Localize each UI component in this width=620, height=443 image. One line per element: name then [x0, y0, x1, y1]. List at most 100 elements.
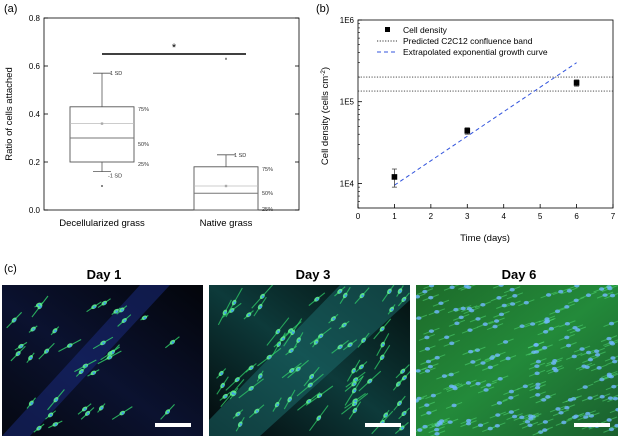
- nucleus: [444, 335, 450, 340]
- nucleus: [339, 290, 342, 293]
- nucleus: [69, 344, 72, 348]
- nucleus: [524, 419, 531, 424]
- nucleus: [551, 366, 558, 371]
- nucleus: [542, 345, 548, 350]
- nucleus: [561, 420, 567, 425]
- scale-bar-day3: [365, 423, 401, 427]
- nucleus: [381, 356, 384, 359]
- nucleus: [498, 285, 504, 287]
- nucleus: [171, 341, 175, 344]
- nucleus: [533, 350, 540, 354]
- nucleus: [558, 410, 564, 415]
- nucleus: [424, 335, 430, 340]
- nucleus: [482, 322, 488, 327]
- nucleus: [448, 384, 455, 389]
- nucleus: [332, 317, 336, 321]
- x-tick-label: 5: [538, 212, 543, 221]
- category-label-native: Native grass: [200, 218, 253, 229]
- nucleus: [278, 343, 281, 346]
- y-tick-label: 1E4: [340, 179, 355, 188]
- nucleus: [452, 386, 458, 391]
- panel-a-label: (a): [4, 3, 17, 15]
- nucleus: [572, 325, 578, 330]
- nucleus: [467, 328, 473, 332]
- nucleus: [318, 417, 321, 420]
- nucleus: [475, 381, 481, 386]
- scale-bar-day6: [574, 423, 610, 427]
- nucleus: [297, 368, 300, 371]
- nucleus: [519, 415, 525, 420]
- nucleus: [505, 356, 511, 361]
- label-p25: 25%: [262, 207, 273, 213]
- nucleus: [236, 378, 239, 382]
- nucleus: [45, 350, 49, 353]
- nucleus: [83, 408, 87, 411]
- nucleus: [309, 384, 312, 387]
- y-label-suffix: ): [320, 67, 331, 70]
- micrograph-day6: [416, 285, 618, 436]
- panel-b-x-axis-label: Time (days): [460, 233, 510, 244]
- nucleus: [527, 423, 533, 428]
- nucleus: [535, 393, 541, 397]
- nucleus: [428, 295, 434, 300]
- nucleus: [594, 349, 600, 354]
- nucleus: [220, 372, 223, 375]
- nucleus: [221, 384, 225, 387]
- nucleus: [582, 385, 588, 389]
- scaffold-fiber: [2, 285, 170, 436]
- nucleus: [361, 294, 364, 298]
- x-tick-label: 0: [356, 212, 361, 221]
- outlier-point: [101, 185, 103, 187]
- nucleus: [511, 414, 518, 419]
- outlier-point: [225, 57, 227, 60]
- x-tick-label: 4: [501, 212, 506, 221]
- nucleus: [54, 329, 57, 333]
- nucleus: [353, 383, 356, 386]
- nucleus: [344, 294, 347, 297]
- nucleus: [475, 317, 481, 321]
- nucleus: [565, 343, 572, 348]
- nucleus: [614, 423, 618, 428]
- nucleus: [86, 412, 90, 415]
- data-point: [573, 80, 580, 86]
- nucleus: [449, 341, 455, 346]
- x-tick-label: 3: [465, 212, 470, 221]
- nucleus: [468, 349, 474, 354]
- cell-density-points: [391, 79, 580, 188]
- nucleus: [534, 364, 540, 368]
- nucleus: [100, 407, 104, 410]
- nucleus: [510, 302, 516, 306]
- category-label-decellularized: Decellularized grass: [59, 218, 145, 229]
- nucleus: [508, 410, 514, 414]
- nucleus: [449, 285, 455, 290]
- nucleus: [343, 324, 346, 327]
- nucleus: [416, 316, 422, 320]
- nucleus: [460, 306, 466, 311]
- nucleus: [495, 413, 501, 417]
- nucleus: [382, 343, 385, 347]
- nucleus: [166, 410, 170, 414]
- nucleus: [390, 308, 394, 311]
- nucleus: [494, 423, 500, 428]
- nucleus: [465, 381, 472, 385]
- nucleus: [564, 335, 570, 340]
- nucleus: [615, 407, 618, 412]
- nucleus: [606, 374, 613, 378]
- data-point: [464, 128, 471, 134]
- y-tick-label: 0.8: [29, 14, 41, 23]
- nucleus: [403, 376, 407, 380]
- nucleus: [454, 321, 460, 326]
- x-tick-label: 2: [429, 212, 434, 221]
- legend-label-band: Predicted C2C12 confluence band: [403, 36, 533, 46]
- nucleus: [250, 387, 253, 390]
- legend-label-cell-density: Cell density: [403, 25, 448, 35]
- nucleus: [512, 294, 518, 298]
- nucleus: [362, 339, 366, 342]
- nucleus: [498, 312, 505, 317]
- nucleus: [466, 418, 472, 423]
- nucleus: [354, 399, 357, 403]
- nucleus: [602, 293, 608, 297]
- panel-c-label: (c): [4, 263, 17, 275]
- micrograph-title-day6: Day 6: [502, 267, 537, 282]
- nucleus: [403, 412, 406, 415]
